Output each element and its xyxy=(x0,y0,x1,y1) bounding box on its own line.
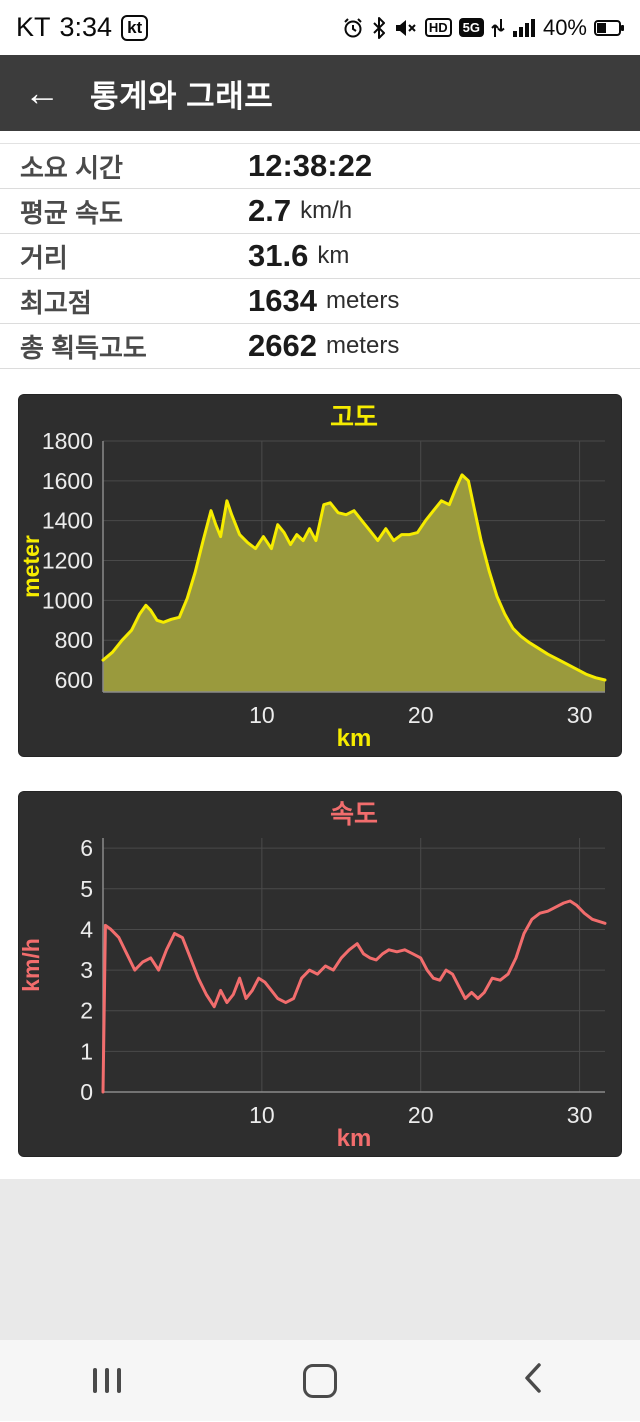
stat-unit: km/h xyxy=(300,197,353,224)
svg-text:5: 5 xyxy=(80,876,93,902)
stat-value: 31.6 xyxy=(248,238,309,273)
carrier-label: KT xyxy=(16,12,51,42)
speed-chart-panel: 0 1 2 3 4 5 6 10 20 30 속도 km/h km xyxy=(18,791,622,1157)
svg-text:3: 3 xyxy=(80,957,93,983)
network-5g-icon: 5G xyxy=(458,18,484,37)
svg-text:1000: 1000 xyxy=(42,587,93,613)
back-arrow-icon[interactable]: ← xyxy=(24,72,60,113)
stat-value: 12:38:22 xyxy=(248,148,373,183)
app-header: ← 통계와 그래프 xyxy=(0,55,640,131)
status-left: KT 3:34 kt xyxy=(16,12,149,43)
stat-value: 2662 xyxy=(248,328,317,363)
svg-text:km: km xyxy=(337,1125,372,1152)
svg-text:km: km xyxy=(337,725,372,752)
stat-row-total-gain: 총 획득고도 2662 meters xyxy=(0,324,640,369)
stat-label: 최고점 xyxy=(20,287,92,318)
content-end-spacer xyxy=(0,1179,640,1340)
clock-label: 3:34 xyxy=(59,12,113,42)
recents-button[interactable] xyxy=(0,1340,213,1421)
page-title: 통계와 그래프 xyxy=(90,78,274,114)
svg-text:1400: 1400 xyxy=(42,508,93,534)
svg-text:1600: 1600 xyxy=(42,468,93,494)
nav-back-icon xyxy=(523,1362,543,1399)
svg-text:1200: 1200 xyxy=(42,548,93,574)
stat-label: 소요 시간 xyxy=(20,152,123,183)
home-button[interactable] xyxy=(213,1340,426,1421)
recents-icon xyxy=(92,1368,121,1393)
battery-icon xyxy=(594,19,624,37)
speed-chart: 0 1 2 3 4 5 6 10 20 30 속도 km/h km xyxy=(19,792,621,1156)
svg-text:20: 20 xyxy=(408,1102,434,1128)
svg-text:고도: 고도 xyxy=(330,402,378,432)
svg-text:4: 4 xyxy=(80,916,93,942)
status-bar: KT 3:34 kt HD 5G 40% xyxy=(0,0,640,55)
svg-text:속도: 속도 xyxy=(330,799,378,829)
stats-list: 소요 시간 12:38:22 평균 속도 2.7 km/h 거리 31.6 km… xyxy=(0,143,640,369)
svg-text:1: 1 xyxy=(80,1038,93,1064)
svg-text:km/h: km/h xyxy=(19,938,44,992)
svg-text:800: 800 xyxy=(55,627,93,653)
nav-back-button[interactable] xyxy=(427,1340,640,1421)
stat-row-max-elevation: 최고점 1634 meters xyxy=(0,279,640,324)
stat-label: 거리 xyxy=(20,242,68,273)
android-nav-bar xyxy=(0,1340,640,1421)
stat-label: 총 획득고도 xyxy=(20,332,147,363)
data-arrows-icon xyxy=(491,17,505,39)
stat-unit: meters xyxy=(325,332,400,359)
home-icon xyxy=(302,1363,337,1398)
stat-value: 2.7 xyxy=(248,193,292,228)
svg-text:2: 2 xyxy=(80,998,93,1024)
battery-percent-label: 40% xyxy=(542,14,587,40)
stat-unit: km xyxy=(317,242,350,269)
stat-row-distance: 거리 31.6 km xyxy=(0,234,640,279)
stat-label: 평균 속도 xyxy=(20,197,123,228)
bluetooth-icon xyxy=(371,16,387,39)
signal-icon xyxy=(512,17,536,39)
elevation-chart-panel: 600 800 1000 1200 1400 1600 1800 10 20 30 고도 meter k… xyxy=(18,394,622,757)
svg-text:10: 10 xyxy=(249,1102,275,1128)
stat-unit: meters xyxy=(325,287,400,314)
carrier-badge: kt xyxy=(121,14,149,41)
svg-text:meter: meter xyxy=(19,535,44,598)
volume-mute-icon xyxy=(394,17,418,39)
stat-row-duration: 소요 시간 12:38:22 xyxy=(0,144,640,189)
svg-text:30: 30 xyxy=(567,1102,593,1128)
stat-row-avg-speed: 평균 속도 2.7 km/h xyxy=(0,189,640,234)
svg-text:0: 0 xyxy=(80,1079,93,1105)
svg-text:20: 20 xyxy=(408,702,434,728)
hd-icon: HD xyxy=(424,18,452,37)
svg-text:600: 600 xyxy=(55,667,93,693)
svg-text:6: 6 xyxy=(80,835,93,861)
svg-text:1800: 1800 xyxy=(42,428,93,454)
status-right: HD 5G 40% xyxy=(342,15,624,41)
elevation-chart: 600 800 1000 1200 1400 1600 1800 10 20 30 고도 meter k… xyxy=(19,395,621,756)
svg-text:30: 30 xyxy=(567,702,593,728)
stat-value: 1634 xyxy=(248,283,317,318)
alarm-icon xyxy=(342,17,364,39)
svg-text:10: 10 xyxy=(249,702,275,728)
